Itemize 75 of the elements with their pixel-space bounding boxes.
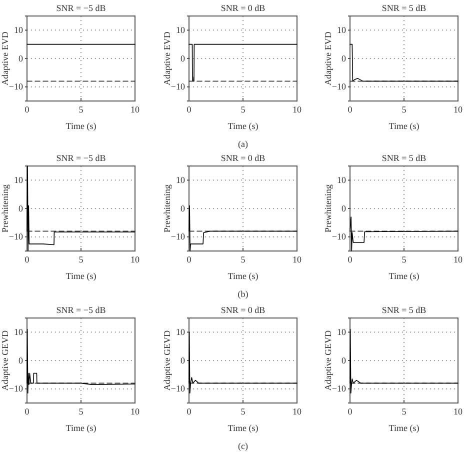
x-axis-title: Time (s)	[228, 121, 258, 131]
y-axis-title: Adaptive EVD	[162, 31, 172, 86]
x-axis-title: Time (s)	[66, 121, 96, 131]
chart-title: SNR = 0 dB	[220, 305, 266, 315]
x-tick-label: 10	[130, 104, 140, 114]
y-tick-label: −10	[332, 82, 346, 92]
x-tick-label: 5	[402, 254, 407, 264]
x-tick-label: 10	[454, 104, 463, 114]
chart-title: SNR = 5 dB	[382, 153, 426, 163]
y-tick-label: −10	[170, 384, 186, 394]
y-tick-label: −10	[8, 384, 24, 394]
chart-title: SNR = 0 dB	[220, 3, 266, 13]
x-tick-label: 5	[78, 254, 84, 264]
y-tick-label: 0	[342, 53, 346, 64]
x-axis-title: Time (s)	[228, 271, 258, 281]
chart-title: SNR = −5 dB	[56, 3, 106, 13]
x-axis-title: Time (s)	[388, 271, 420, 281]
x-tick-label: 5	[240, 406, 246, 416]
x-tick-label: 10	[292, 406, 302, 416]
y-tick-label: −10	[332, 384, 346, 394]
x-tick-label: 5	[78, 406, 84, 416]
y-tick-label: 0	[180, 355, 186, 366]
y-tick-label: 10	[14, 25, 24, 36]
y-axis-title: Prewhitening	[162, 184, 172, 232]
y-tick-label: −10	[8, 82, 24, 92]
x-axis-title: Time (s)	[66, 271, 96, 281]
text: (a)	[238, 139, 248, 149]
x-tick-label: 10	[292, 104, 302, 114]
y-tick-label: 10	[176, 175, 186, 186]
y-tick-label: 0	[342, 355, 346, 366]
y-tick-label: −10	[8, 232, 24, 242]
x-axis-title: Time (s)	[228, 423, 258, 433]
x-axis-title: Time (s)	[388, 121, 420, 131]
y-tick-label: −10	[170, 232, 186, 242]
y-tick-label: 10	[14, 327, 24, 338]
chart-title: SNR = −5 dB	[56, 305, 106, 315]
x-axis-title: Time (s)	[388, 423, 420, 433]
x-tick-label: 10	[454, 406, 463, 416]
y-axis-title: Adaptive EVD	[0, 31, 10, 86]
y-tick-label: 0	[18, 355, 24, 366]
y-tick-label: 10	[337, 25, 346, 36]
y-tick-label: 0	[180, 53, 186, 64]
y-axis-title: Adaptive EVD	[323, 31, 333, 86]
y-tick-label: 0	[180, 203, 186, 214]
y-tick-label: 10	[176, 327, 186, 338]
y-axis-title: Adaptive GEVD	[323, 330, 333, 391]
x-tick-label: 10	[130, 254, 140, 264]
x-tick-label: 5	[402, 406, 407, 416]
y-axis-title: Prewhitening	[323, 184, 333, 232]
text: (c)	[238, 441, 248, 451]
x-tick-label: 10	[454, 254, 463, 264]
y-axis-title: Prewhitening	[0, 184, 10, 232]
chart-title: SNR = 0 dB	[220, 153, 266, 163]
y-tick-label: −10	[332, 232, 346, 242]
x-tick-label: 5	[402, 104, 407, 114]
x-tick-label: 5	[240, 254, 246, 264]
x-tick-label: 10	[130, 406, 140, 416]
x-tick-label: 5	[78, 104, 84, 114]
y-axis-title: Adaptive GEVD	[0, 330, 10, 391]
chart-title: SNR = −5 dB	[56, 153, 106, 163]
y-tick-label: 0	[18, 203, 24, 214]
y-tick-label: 10	[337, 175, 346, 186]
y-tick-label: 10	[337, 327, 346, 338]
y-tick-label: 10	[14, 175, 24, 186]
y-tick-label: −10	[170, 82, 186, 92]
y-tick-label: 10	[176, 25, 186, 36]
y-axis-title: Adaptive GEVD	[162, 330, 172, 391]
x-tick-label: 5	[240, 104, 246, 114]
y-tick-label: 0	[18, 53, 24, 64]
chart-title: SNR = 5 dB	[382, 3, 426, 13]
y-tick-label: 0	[342, 203, 346, 214]
text: (b)	[238, 289, 248, 299]
chart-title: SNR = 5 dB	[382, 305, 426, 315]
x-axis-title: Time (s)	[66, 423, 96, 433]
x-tick-label: 10	[292, 254, 302, 264]
